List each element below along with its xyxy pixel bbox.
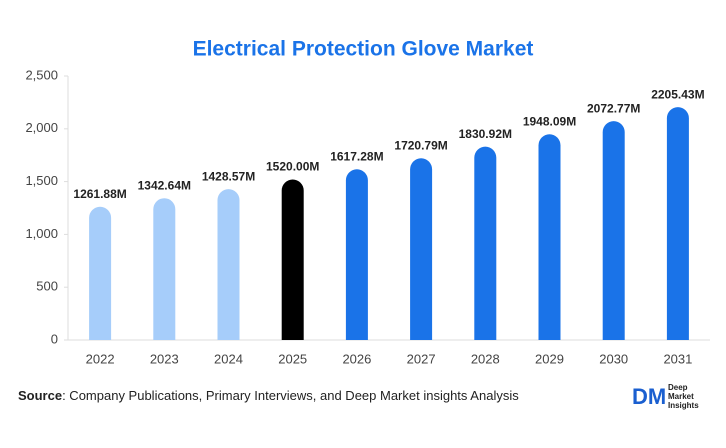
value-label: 2072.77M <box>587 101 640 115</box>
logo-text: Insights <box>668 401 699 410</box>
logo-mark: DM <box>632 384 666 409</box>
bar <box>153 198 176 340</box>
bar <box>474 146 497 340</box>
value-label: 1617.28M <box>330 149 383 163</box>
logo-text: Deep <box>668 383 688 392</box>
value-label: 2205.43M <box>651 87 704 101</box>
bar <box>217 189 240 340</box>
value-label: 1342.64M <box>138 178 191 192</box>
source-text: : Company Publications, Primary Intervie… <box>62 388 519 403</box>
value-label: 1261.88M <box>73 187 126 201</box>
y-tick-label: 2,000 <box>25 120 58 135</box>
chart-title: Electrical Protection Glove Market <box>193 38 534 61</box>
x-tick-label: 2027 <box>407 351 436 366</box>
bar <box>538 134 561 340</box>
bar <box>281 179 304 340</box>
bar <box>602 121 625 340</box>
value-label: 1720.79M <box>394 138 447 152</box>
value-label: 1520.00M <box>266 160 319 174</box>
value-label: 1830.92M <box>459 127 512 141</box>
y-tick-label: 0 <box>51 331 58 346</box>
y-tick-label: 2,500 <box>25 67 58 82</box>
bar <box>345 169 368 340</box>
source: Source: Company Publications, Primary In… <box>18 388 519 403</box>
x-tick-label: 2025 <box>278 351 307 366</box>
y-tick-label: 1,500 <box>25 173 58 188</box>
y-tick-label: 500 <box>36 279 58 294</box>
x-tick-label: 2029 <box>535 351 564 366</box>
x-tick-label: 2031 <box>663 351 692 366</box>
source-label: Source <box>18 388 62 403</box>
x-tick-label: 2024 <box>214 351 243 366</box>
bar <box>666 107 689 340</box>
x-tick-label: 2028 <box>471 351 500 366</box>
value-label: 1428.57M <box>202 169 255 183</box>
value-label: 1948.09M <box>523 114 576 128</box>
y-tick-label: 1,000 <box>25 226 58 241</box>
x-tick-label: 2026 <box>342 351 371 366</box>
bar <box>410 158 433 340</box>
logo-text: Market <box>668 392 694 401</box>
x-tick-label: 2022 <box>86 351 115 366</box>
x-tick-label: 2023 <box>150 351 179 366</box>
x-tick-label: 2030 <box>599 351 628 366</box>
bar <box>89 206 112 340</box>
